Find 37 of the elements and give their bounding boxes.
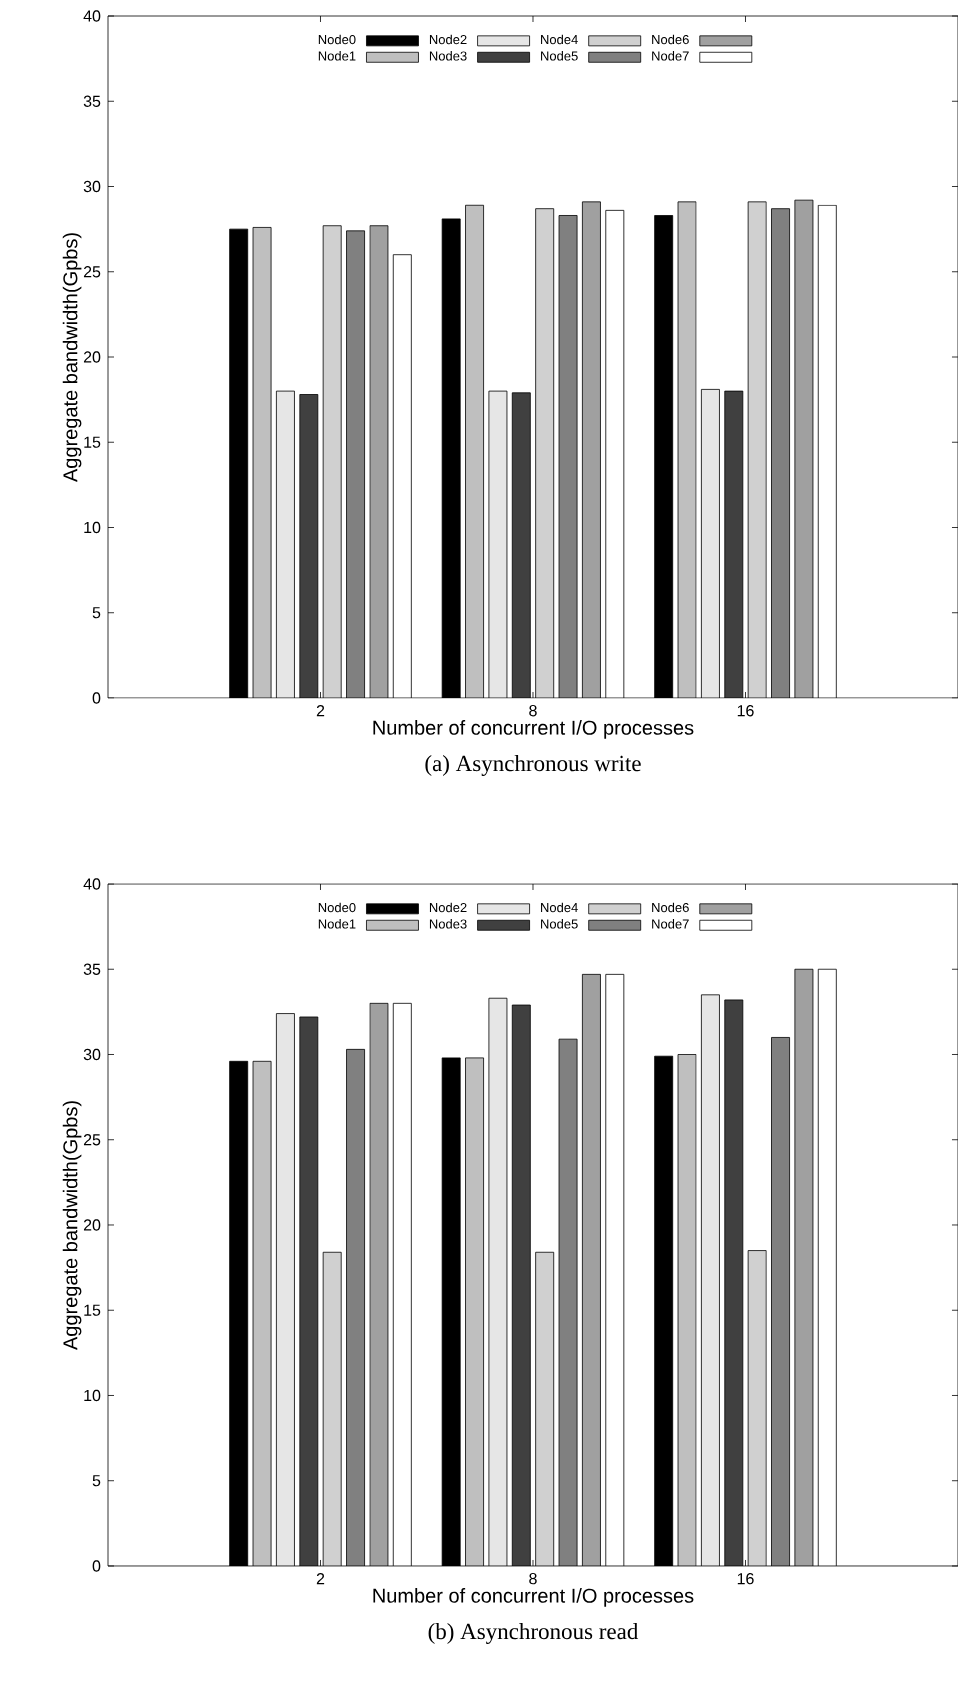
x-tick-label: 8 — [529, 1573, 537, 1585]
y-tick-label: 40 — [83, 10, 101, 22]
bar — [511, 1004, 531, 1566]
y-tick-label: 15 — [84, 1304, 101, 1316]
y-tick-label: 5 — [92, 607, 101, 619]
x-axis-title: Number of concurrent I/O processes — [373, 720, 694, 739]
y-tick-label: 35 — [83, 95, 101, 107]
y-tick-label: 20 — [83, 351, 101, 363]
y-axis-title: Aggregate bandwidth(Gpbs) — [62, 233, 82, 483]
y-tick-label: 25 — [83, 1134, 101, 1146]
bar — [581, 973, 601, 1566]
x-tick-label: 8 — [529, 705, 537, 717]
y-tick-label: 20 — [83, 1219, 101, 1231]
bar — [465, 1057, 484, 1566]
bar — [465, 204, 484, 698]
y-tick-label: 10 — [84, 1389, 101, 1402]
y-tick-label: 35 — [83, 963, 101, 975]
bar — [299, 1016, 319, 1566]
text: (a) Asynchronous write — [425, 755, 641, 776]
y-tick-label: 5 — [92, 1475, 101, 1487]
y-tick-label: 0 — [92, 1560, 101, 1572]
text: (b) Asynchronous read — [428, 1623, 639, 1644]
bar — [724, 999, 744, 1566]
bar — [581, 201, 601, 698]
x-tick-label: 16 — [737, 1573, 754, 1585]
x-tick-label: 2 — [316, 1573, 325, 1585]
y-axis-title: Aggregate bandwidth(Gpbs) — [62, 1101, 82, 1351]
y-tick-label: 10 — [84, 521, 101, 534]
x-tick-label: 2 — [316, 705, 325, 717]
y-tick-label: 30 — [83, 1048, 101, 1061]
y-tick-label: 40 — [83, 878, 101, 890]
y-tick-label: 25 — [83, 266, 101, 278]
y-tick-label: 15 — [84, 436, 101, 448]
x-axis-title: Number of concurrent I/O processes — [373, 1588, 694, 1607]
x-tick-label: 16 — [737, 705, 754, 717]
y-tick-label: 0 — [92, 692, 101, 704]
y-tick-label: 30 — [83, 180, 101, 193]
